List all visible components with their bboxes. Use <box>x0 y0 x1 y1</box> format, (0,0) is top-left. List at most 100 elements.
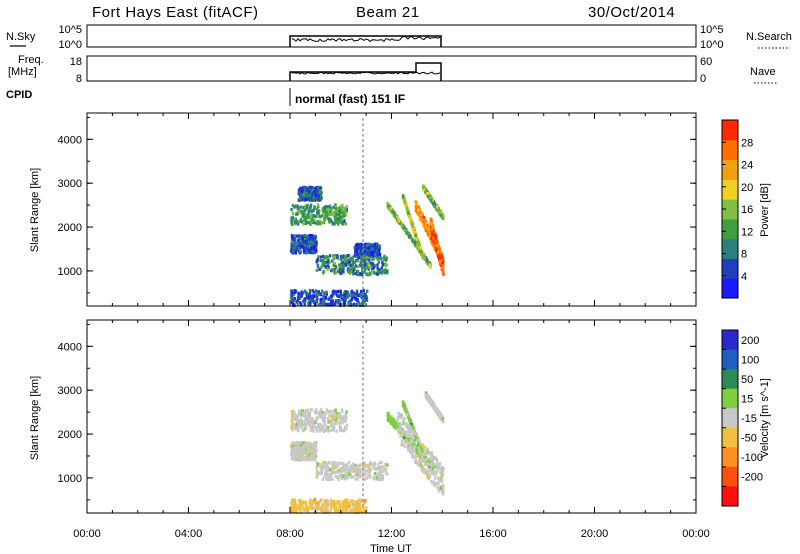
range-cell <box>422 469 425 473</box>
range-cell <box>303 508 306 512</box>
range-cell <box>297 198 301 202</box>
nsky-right-tick-top: 10^5 <box>700 24 724 36</box>
range-cell <box>413 230 416 235</box>
range-cell <box>330 409 334 414</box>
range-cell <box>421 451 424 455</box>
range-cell <box>340 467 343 471</box>
range-cell <box>362 501 365 506</box>
range-cell <box>337 421 341 425</box>
range-cell <box>302 220 306 224</box>
range-cell <box>412 447 415 451</box>
range-cell <box>304 197 308 201</box>
range-cell <box>303 189 306 193</box>
range-cell <box>439 486 443 490</box>
range-cell <box>362 244 364 248</box>
range-cell <box>310 186 313 190</box>
range-cell <box>342 506 345 510</box>
range-cell <box>316 425 320 429</box>
range-cell <box>308 291 312 296</box>
range-cell <box>302 450 305 454</box>
range-cell <box>331 461 334 465</box>
range-cell <box>441 483 445 487</box>
range-cell <box>377 474 380 478</box>
range-cell <box>298 235 302 240</box>
range-cell <box>328 414 331 418</box>
range-cell <box>362 123 364 127</box>
range-cell <box>343 500 346 504</box>
range-cell <box>321 208 325 212</box>
range-cell <box>417 243 421 247</box>
range-cell <box>293 290 297 295</box>
range-cell <box>358 472 362 476</box>
range-cell <box>299 219 302 223</box>
range-cell <box>303 218 306 223</box>
range-cell <box>382 465 386 469</box>
range-cell <box>310 446 313 450</box>
range-cell <box>319 198 322 202</box>
range-cell <box>313 449 316 453</box>
range-cell <box>318 463 321 467</box>
range-cell <box>400 439 404 443</box>
range-cell <box>292 445 295 449</box>
range-cell <box>441 266 444 270</box>
range-cell <box>362 291 364 295</box>
range-cell <box>349 499 353 503</box>
range-cell <box>339 292 342 296</box>
range-cell <box>293 454 296 458</box>
range-cell <box>339 461 342 465</box>
range-cell <box>391 209 394 214</box>
range-cell <box>362 149 364 153</box>
range-cell <box>296 299 300 303</box>
range-cell <box>436 250 439 254</box>
range-cell <box>331 299 334 303</box>
range-cell <box>347 460 351 465</box>
range-cell <box>336 222 340 226</box>
range-cell <box>290 220 294 224</box>
range-cell <box>301 447 304 451</box>
range-cell <box>434 239 437 243</box>
range-cell <box>310 419 313 423</box>
range-cell <box>375 272 379 276</box>
range-cell <box>343 257 346 261</box>
range-cell <box>368 265 371 269</box>
range-cell <box>320 196 323 200</box>
range-cell <box>373 472 377 476</box>
range-cell <box>339 425 342 430</box>
range-cell <box>335 429 338 433</box>
range-cell <box>346 254 349 258</box>
freq-label: Freq. <box>18 54 44 66</box>
range-cell <box>367 467 370 471</box>
range-cell <box>333 470 336 475</box>
range-cell <box>299 295 302 299</box>
range-cell <box>320 213 324 218</box>
range-cell <box>300 244 303 249</box>
freq-right-tick-top: 60 <box>700 56 712 68</box>
range-cell <box>323 471 327 475</box>
range-cell <box>293 218 296 222</box>
range-cell <box>398 412 402 417</box>
range-cell <box>408 436 411 440</box>
range-cell <box>293 205 296 209</box>
range-cell <box>345 507 349 511</box>
nsky-left-tick-bottom: 10^0 <box>58 39 82 51</box>
range-cell <box>317 422 321 427</box>
range-cell <box>333 502 336 506</box>
range-cell <box>353 261 357 265</box>
range-cell <box>333 421 336 425</box>
range-cell <box>315 471 319 476</box>
range-cell <box>375 255 378 259</box>
range-cell <box>353 268 356 272</box>
range-cell <box>292 505 295 510</box>
range-cell <box>399 424 402 428</box>
range-cell <box>293 451 297 455</box>
range-cell <box>303 198 306 202</box>
range-cell <box>437 477 440 481</box>
range-cell <box>306 508 309 513</box>
range-cell <box>371 243 374 247</box>
range-cell <box>313 446 316 450</box>
range-cell <box>376 252 379 256</box>
range-cell <box>308 236 311 240</box>
range-cell <box>304 219 308 224</box>
range-cell <box>434 245 437 249</box>
